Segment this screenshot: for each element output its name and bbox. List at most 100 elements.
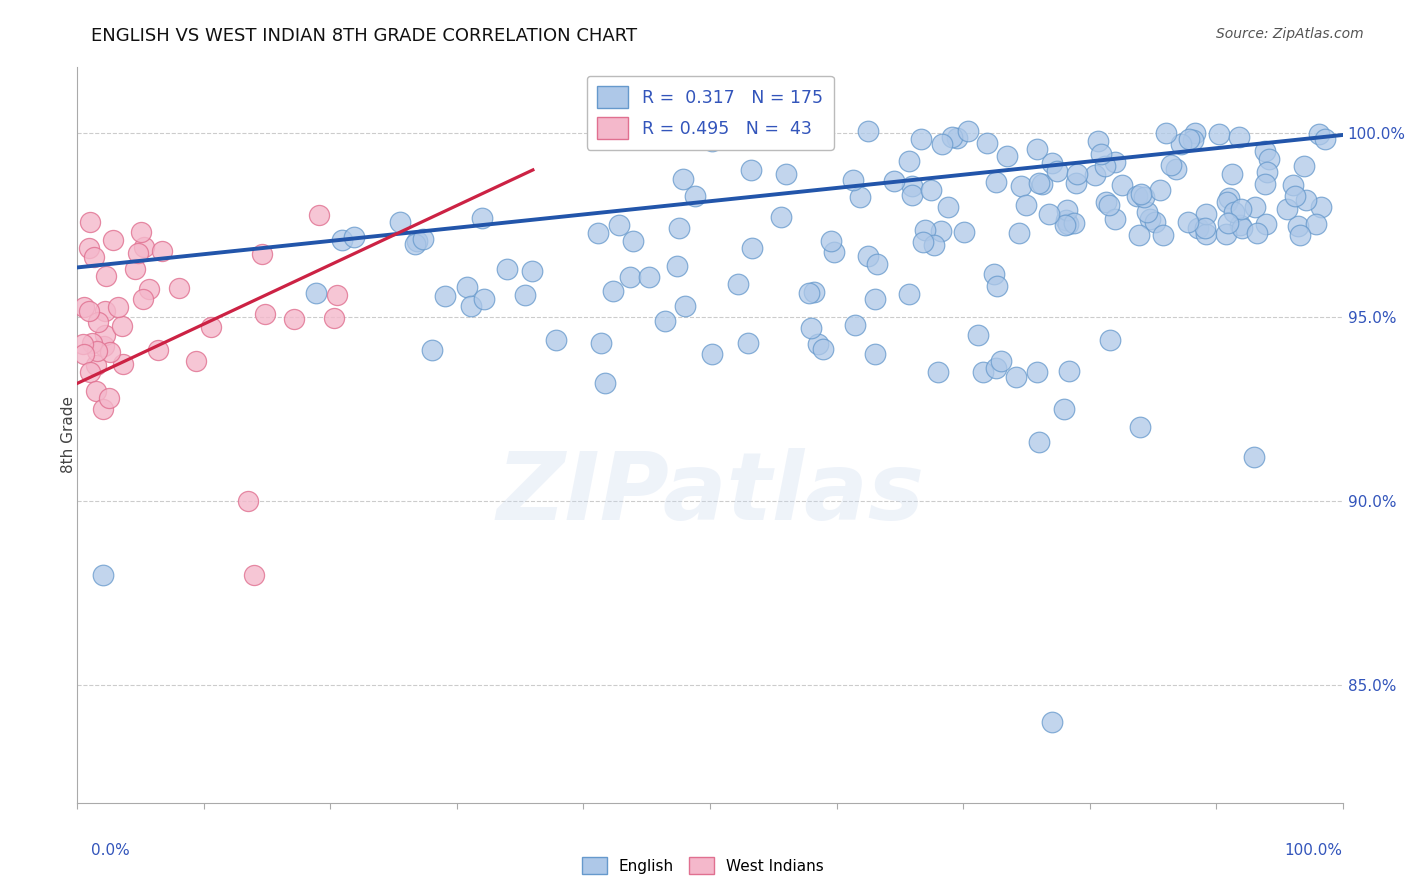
Point <box>1007 226 1029 240</box>
Point <box>1104 154 1126 169</box>
Point <box>593 376 616 391</box>
Point <box>1229 219 1251 233</box>
Point <box>283 312 305 326</box>
Point <box>86 343 108 358</box>
Text: 100.0%: 100.0% <box>1285 843 1343 858</box>
Point <box>863 347 886 361</box>
Point <box>1149 183 1171 197</box>
Point <box>100 345 122 359</box>
Point <box>820 235 842 249</box>
Point <box>79 214 101 228</box>
Point <box>953 225 976 239</box>
Point <box>858 249 880 263</box>
Point <box>404 237 426 252</box>
Point <box>914 223 936 237</box>
Point <box>1057 217 1080 231</box>
Point <box>929 224 952 238</box>
Point <box>1284 189 1306 203</box>
Point <box>91 567 114 582</box>
Point <box>775 167 797 181</box>
Point <box>456 279 478 293</box>
Point <box>1129 420 1152 434</box>
Point <box>803 285 825 299</box>
Point <box>848 190 870 204</box>
Point <box>1010 179 1032 194</box>
Point <box>683 188 706 202</box>
Point <box>799 285 821 300</box>
Point <box>863 292 886 306</box>
Point <box>1098 198 1121 212</box>
Point <box>823 245 845 260</box>
Point <box>98 391 120 405</box>
Point <box>79 365 101 379</box>
Point <box>1295 193 1317 207</box>
Point <box>544 333 567 347</box>
Point <box>1187 220 1209 235</box>
Point <box>1194 220 1216 235</box>
Point <box>813 342 835 356</box>
Point <box>111 318 134 333</box>
Text: 0.0%: 0.0% <box>91 843 131 858</box>
Point <box>1133 190 1156 204</box>
Point <box>807 337 830 351</box>
Point <box>308 208 330 222</box>
Point <box>73 347 96 361</box>
Point <box>1208 127 1230 141</box>
Point <box>1156 126 1178 140</box>
Point <box>1015 198 1038 212</box>
Point <box>93 303 115 318</box>
Point <box>897 154 920 169</box>
Point <box>1128 228 1150 243</box>
Point <box>1130 187 1153 202</box>
Point <box>936 200 959 214</box>
Point <box>513 288 536 302</box>
Point <box>388 215 411 229</box>
Point <box>434 289 457 303</box>
Point <box>1025 365 1047 379</box>
Point <box>972 365 994 379</box>
Point <box>901 187 924 202</box>
Point <box>132 292 155 306</box>
Point <box>94 268 117 283</box>
Point <box>138 282 160 296</box>
Legend: R =  0.317   N = 175, R = 0.495   N =  43: R = 0.317 N = 175, R = 0.495 N = 43 <box>586 76 834 150</box>
Point <box>72 337 94 351</box>
Point <box>1126 188 1149 202</box>
Point <box>167 281 190 295</box>
Point <box>127 246 149 260</box>
Point <box>898 287 921 301</box>
Point <box>1256 165 1278 179</box>
Point <box>673 299 696 313</box>
Point <box>1227 130 1250 145</box>
Point <box>150 244 173 259</box>
Point <box>326 288 349 302</box>
Point <box>343 229 366 244</box>
Point <box>1111 178 1133 192</box>
Point <box>586 227 609 241</box>
Point <box>700 346 723 360</box>
Point <box>1286 219 1309 233</box>
Point <box>621 234 644 248</box>
Point <box>931 137 953 152</box>
Point <box>856 123 879 137</box>
Point <box>93 338 115 352</box>
Point <box>129 226 152 240</box>
Point <box>86 384 108 398</box>
Point <box>1177 215 1199 229</box>
Point <box>1246 226 1268 240</box>
Point <box>1315 132 1337 146</box>
Point <box>1104 211 1126 226</box>
Point <box>1053 402 1076 417</box>
Point <box>945 131 967 145</box>
Point <box>1232 221 1254 235</box>
Text: Source: ZipAtlas.com: Source: ZipAtlas.com <box>1216 27 1364 41</box>
Point <box>73 300 96 314</box>
Point <box>1222 205 1244 219</box>
Point <box>460 299 482 313</box>
Point <box>1288 228 1310 243</box>
Point <box>1230 202 1253 217</box>
Point <box>82 335 104 350</box>
Point <box>956 124 979 138</box>
Point <box>94 327 117 342</box>
Y-axis label: 8th Grade: 8th Grade <box>62 396 76 474</box>
